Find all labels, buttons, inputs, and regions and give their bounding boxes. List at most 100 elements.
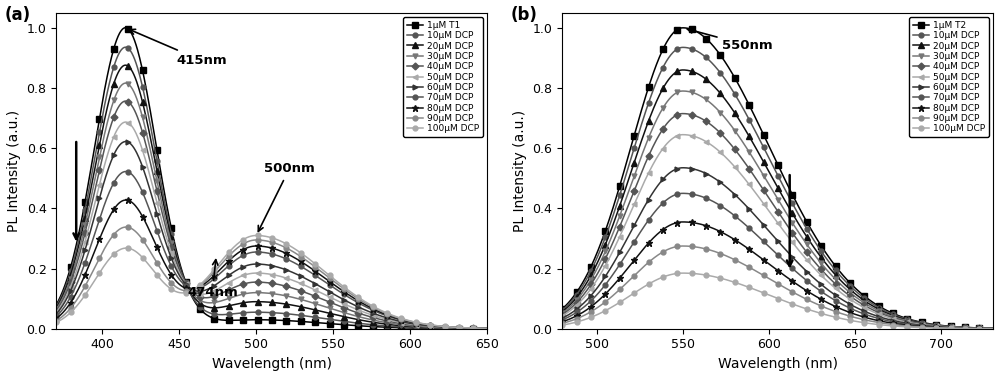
1μM T1 [50,302,62,307]
70μM DCP [845,306,857,311]
70μM DCP [120,169,132,174]
40μM DCP [987,326,999,331]
Text: 474nm: 474nm [187,260,238,299]
60μM DCP [987,326,999,331]
50μM DCP [50,310,62,314]
40μM DCP [246,280,258,285]
60μM DCP [556,316,568,321]
Y-axis label: PL Intensity (a.u.): PL Intensity (a.u.) [513,110,527,232]
40μM DCP [752,179,764,184]
100μM DCP [375,308,387,313]
80μM DCP [481,326,493,331]
Line: 10μM DCP: 10μM DCP [560,45,995,331]
1μM T1 [119,25,131,30]
60μM DCP [305,279,317,284]
40μM DCP [50,308,62,313]
20μM DCP [632,147,644,152]
90μM DCP [632,269,644,274]
80μM DCP [120,198,132,202]
30μM DCP [845,291,857,295]
50μM DCP [752,194,764,198]
10μM DCP [811,243,823,247]
100μM DCP [632,288,644,293]
Line: 60μM DCP: 60μM DCP [560,165,995,331]
90μM DCP [305,262,317,266]
80μM DCP [375,310,387,315]
40μM DCP [305,292,317,297]
1μM T1 [375,325,387,329]
50μM DCP [811,268,823,273]
60μM DCP [120,139,132,144]
20μM DCP [845,288,857,292]
90μM DCP [481,326,493,331]
50μM DCP [556,314,568,318]
50μM DCP [845,297,857,302]
30μM DCP [119,81,131,85]
70μM DCP [339,293,351,297]
20μM DCP [677,68,689,72]
100μM DCP [339,285,351,290]
1μM T2 [667,31,679,36]
90μM DCP [162,276,174,281]
50μM DCP [120,120,132,124]
40μM DCP [481,326,493,331]
70μM DCP [556,318,568,322]
X-axis label: Wavelength (nm): Wavelength (nm) [212,357,332,371]
1μM T2 [632,118,644,123]
30μM DCP [752,164,764,168]
60μM DCP [127,145,139,149]
X-axis label: Wavelength (nm): Wavelength (nm) [718,357,838,371]
Line: 20μM DCP: 20μM DCP [559,67,996,331]
Line: 60μM DCP: 60μM DCP [54,139,490,331]
30μM DCP [677,89,689,93]
70μM DCP [632,233,644,237]
10μM DCP [987,326,999,331]
Line: 1μM T1: 1μM T1 [53,25,490,332]
60μM DCP [752,216,764,221]
1μM T2 [677,26,689,30]
50μM DCP [305,286,317,290]
1μM T1 [305,320,317,324]
50μM DCP [667,136,679,141]
Line: 40μM DCP: 40μM DCP [560,111,995,331]
1μM T1 [339,322,351,327]
50μM DCP [162,239,174,244]
40μM DCP [339,306,351,310]
90μM DCP [677,244,689,248]
60μM DCP [339,298,351,302]
60μM DCP [845,302,857,307]
60μM DCP [481,326,493,331]
80μM DCP [845,310,857,315]
40μM DCP [667,115,679,120]
Line: 30μM DCP: 30μM DCP [560,88,995,331]
20μM DCP [481,327,493,331]
100μM DCP [845,318,857,323]
50μM DCP [339,302,351,307]
100μM DCP [126,247,138,252]
80μM DCP [339,290,351,294]
Line: 50μM DCP: 50μM DCP [54,120,490,331]
100μM DCP [245,234,257,239]
100μM DCP [987,327,999,331]
10μM DCP [481,327,493,331]
90μM DCP [50,319,62,323]
30μM DCP [127,88,139,93]
70μM DCP [667,194,679,198]
40μM DCP [677,112,689,116]
50μM DCP [375,316,387,320]
Line: 50μM DCP: 50μM DCP [560,132,995,331]
90μM DCP [375,309,387,314]
1μM T2 [811,237,823,241]
10μM DCP [632,132,644,136]
20μM DCP [987,326,999,331]
1μM T2 [987,326,999,331]
10μM DCP [375,323,387,328]
20μM DCP [881,311,893,316]
100μM DCP [50,320,62,325]
100μM DCP [667,272,679,276]
20μM DCP [667,72,679,77]
30μM DCP [556,311,568,315]
70μM DCP [246,250,258,255]
90μM DCP [127,227,139,232]
Text: 415nm: 415nm [130,29,227,67]
